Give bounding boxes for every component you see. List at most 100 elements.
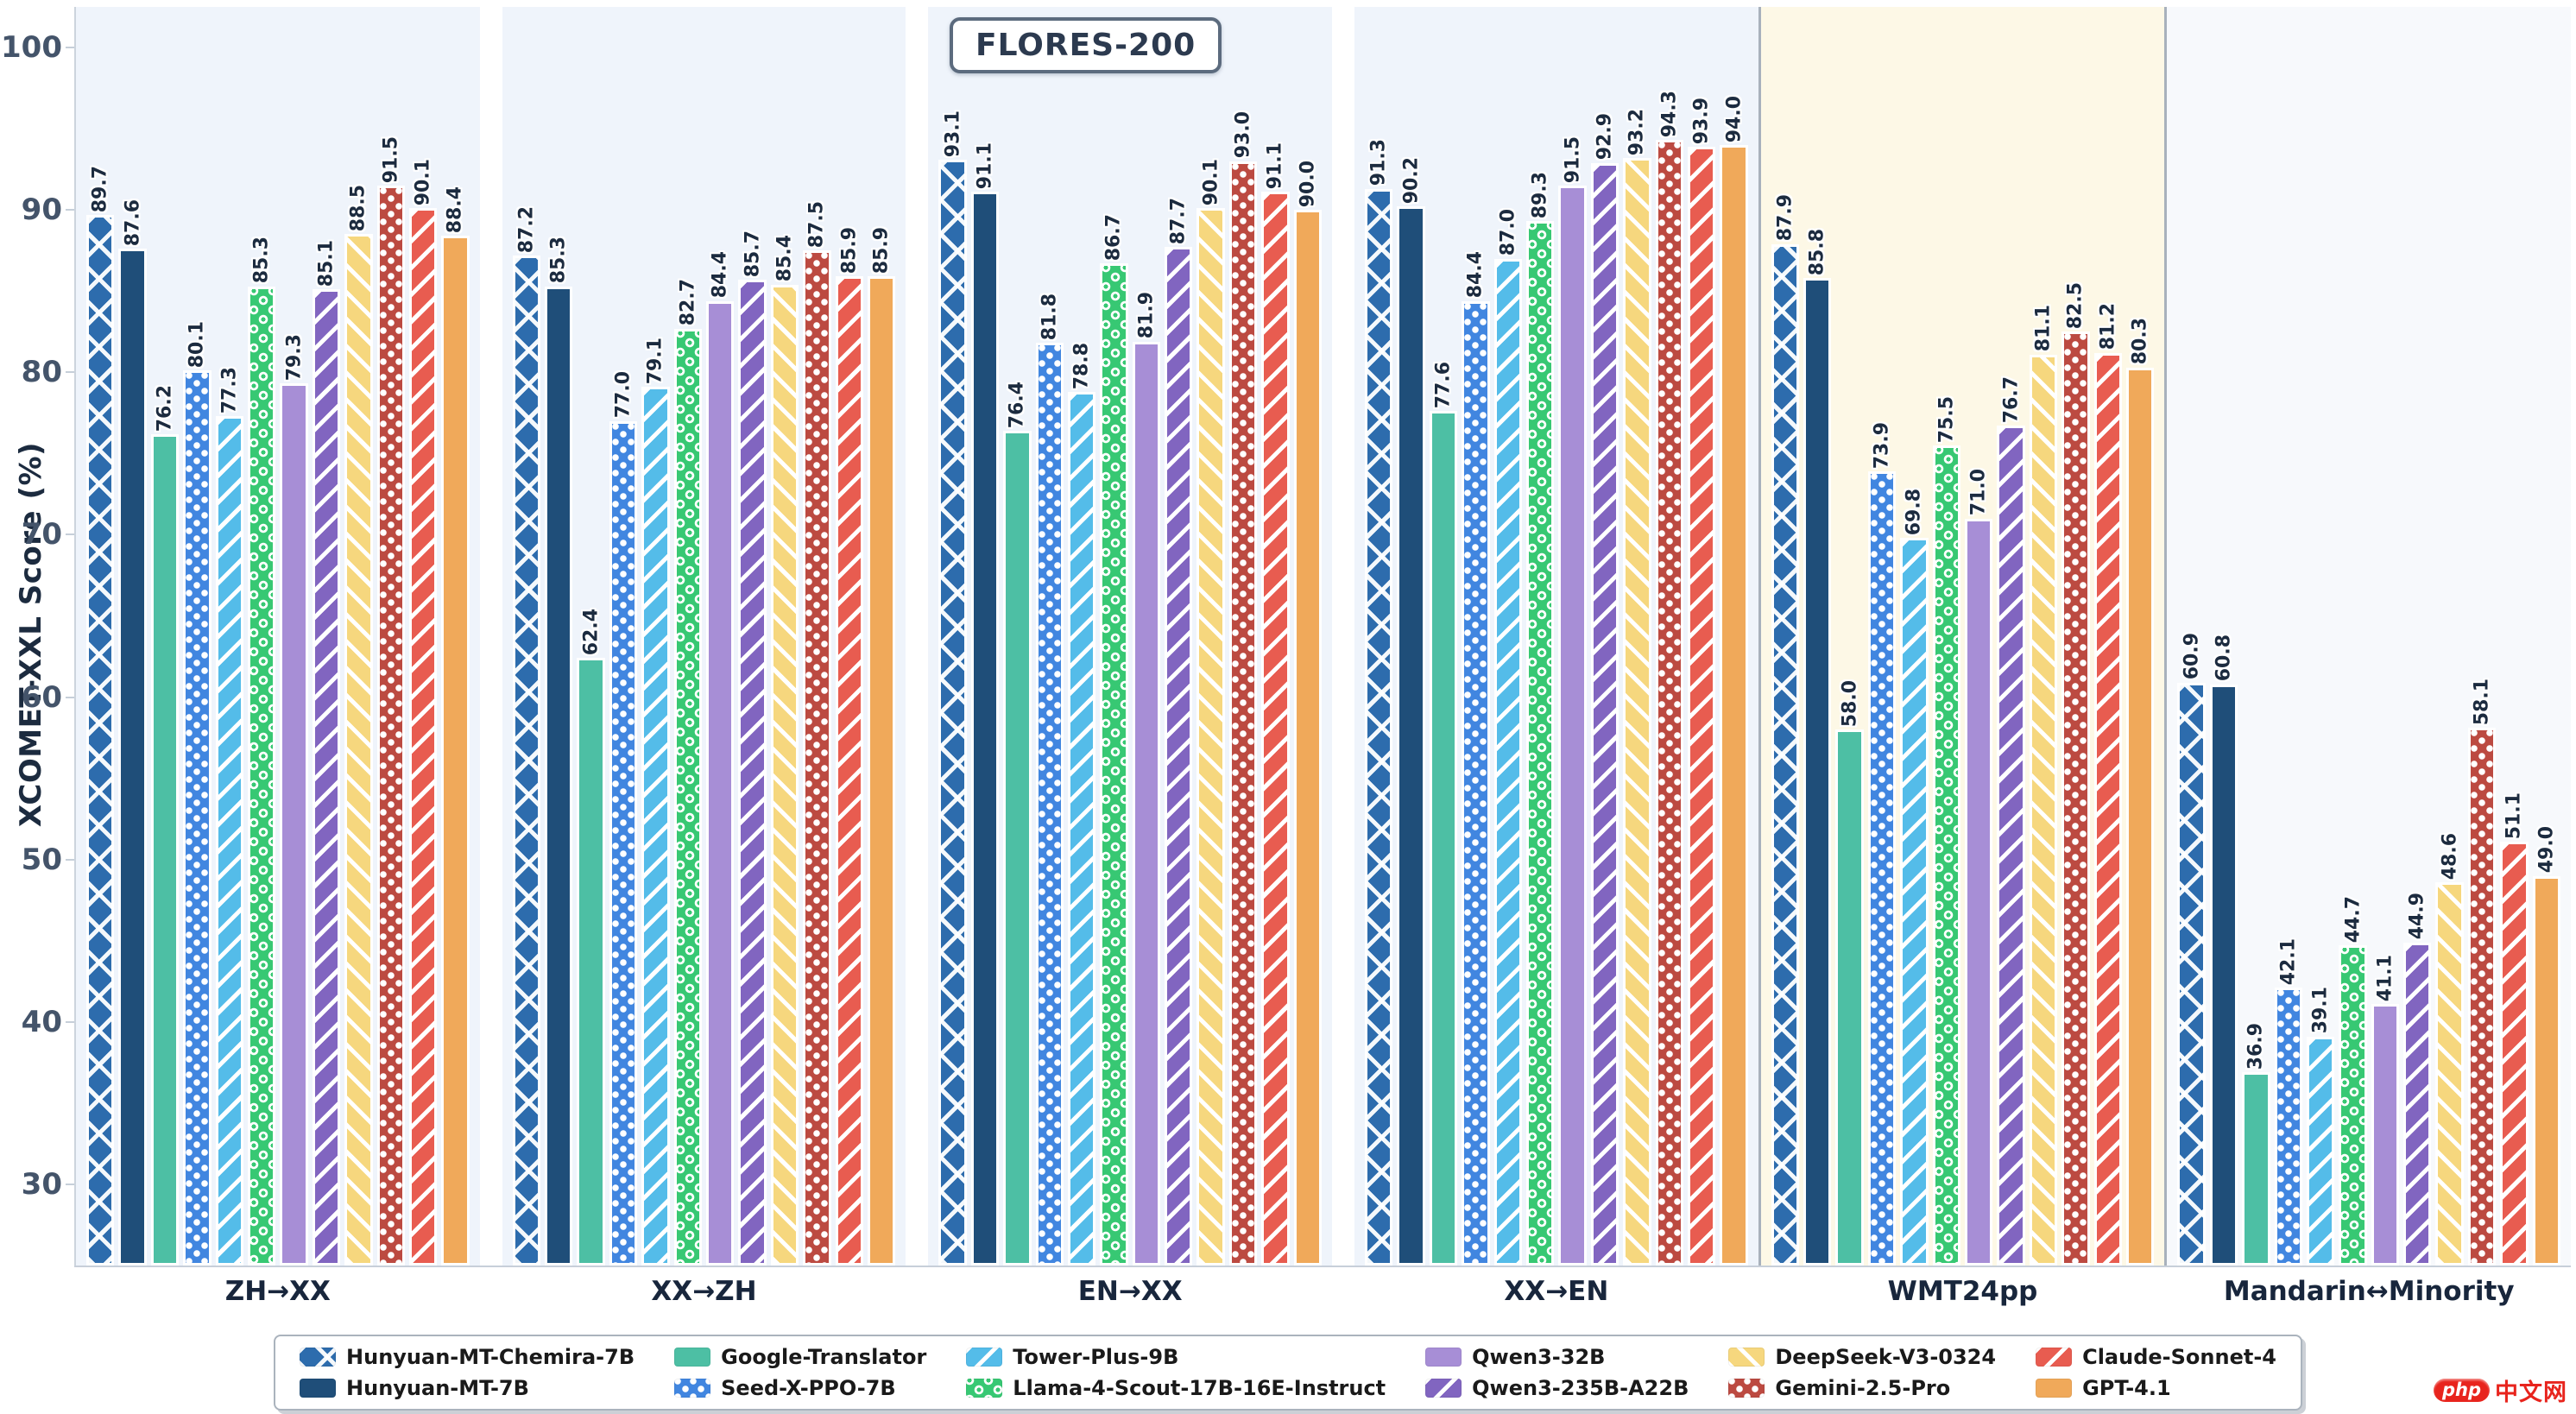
bar-value-label: 85.9 [870, 227, 893, 275]
bar: 69.8 [1900, 489, 1929, 1266]
bar-value-label: 90.2 [1400, 157, 1423, 205]
bar-value-label: 76.7 [2000, 376, 2023, 424]
watermark-logo: php [2433, 1379, 2490, 1402]
y-tick-mark [66, 47, 76, 49]
legend-label: Gemini-2.5-Pro [1775, 1376, 1951, 1400]
legend-item: Qwen3-235B-A22B [1425, 1376, 1689, 1400]
bar-value-label: 90.1 [412, 159, 434, 206]
band-gap [906, 7, 929, 1266]
legend-label: Tower-Plus-9B [1013, 1345, 1179, 1369]
bar: 48.6 [2435, 833, 2464, 1266]
bar-value-label: 85.8 [1806, 228, 1828, 276]
bar: 79.1 [641, 338, 670, 1266]
bar: 76.2 [150, 385, 180, 1266]
bar-value-label: 85.3 [250, 237, 273, 284]
bar: 84.4 [706, 251, 735, 1266]
bar: 91.3 [1365, 139, 1393, 1266]
y-tick-label: 50 [21, 842, 62, 877]
bar-value-label: 71.0 [1967, 469, 1990, 516]
y-tick-mark [66, 533, 76, 536]
legend-swatch-diag-icon [966, 1348, 1003, 1367]
legend-swatch-solid-icon [1425, 1348, 1462, 1367]
bar: 87.7 [1165, 198, 1193, 1266]
bar-value-label: 87.6 [122, 199, 144, 247]
bar: 87.2 [512, 206, 541, 1266]
bar-value-label: 79.1 [644, 337, 666, 385]
bar: 82.5 [2061, 282, 2090, 1266]
y-tick-mark [66, 209, 76, 211]
bar-value-label: 93.1 [942, 110, 964, 157]
plot-area: 30 40 50 60 70 80 90 100 89.7 87.6 76.2 80.1 77.3 85… [1, 7, 2572, 1307]
legend-label: Google-Translator [721, 1345, 927, 1369]
bar: 79.3 [280, 334, 308, 1266]
group-band-1: 89.7 87.6 76.2 80.1 77.3 85.3 79.3 85.1 88.5 91.5… [76, 7, 480, 1307]
x-category-label: XX→EN [1504, 1276, 1609, 1307]
bar: 58.1 [2467, 679, 2497, 1266]
bar-value-label: 91.5 [1562, 136, 1584, 183]
watermark-text: 中文网 [2495, 1379, 2567, 1406]
bar-value-label: 87.2 [515, 205, 538, 253]
bar-value-label: 73.9 [1871, 421, 1893, 470]
y-axis-title: XCOMET-XXL Score (%) [14, 441, 48, 828]
x-category-label: WMT24pp [1887, 1276, 2038, 1307]
legend-item: DeepSeek-V3-0324 [1728, 1345, 1996, 1369]
bands-layer: 89.7 87.6 76.2 80.1 77.3 85.3 79.3 85.1 88.5 91.5… [76, 7, 2572, 1307]
bar: 49.0 [2532, 826, 2561, 1266]
y-tick-label: 40 [21, 1004, 62, 1039]
bar: 94.3 [1655, 91, 1683, 1266]
legend: Hunyuan-MT-Chemira-7B Hunyuan-MT-7B Google… [274, 1335, 2302, 1411]
bar: 58.0 [1835, 680, 1864, 1266]
legend-swatch-dots-icon [674, 1379, 711, 1398]
bar: 87.6 [118, 199, 147, 1266]
bar-value-label: 80.3 [2129, 318, 2151, 365]
y-tick-mark [66, 1020, 76, 1023]
bar-value-label: 93.0 [1232, 111, 1254, 159]
legend-item: GPT-4.1 [2036, 1376, 2276, 1400]
bar-value-label: 87.5 [805, 200, 828, 249]
bar-value-label: 91.3 [1367, 139, 1390, 186]
bar-value-label: 85.1 [315, 240, 338, 287]
bar-value-label: 42.1 [2277, 938, 2300, 986]
bar-value-label: 86.7 [1102, 213, 1125, 262]
legend-label: Claude-Sonnet-4 [2082, 1345, 2276, 1369]
legend-swatch-solid-icon [674, 1348, 711, 1367]
legend-swatch-solid-icon [300, 1379, 337, 1398]
bar-value-label: 60.8 [2213, 634, 2235, 682]
legend-swatch-crosshatch-icon [300, 1348, 337, 1367]
bar: 89.7 [86, 166, 115, 1266]
bar: 81.9 [1132, 292, 1161, 1266]
bar-value-label: 79.3 [283, 334, 306, 382]
bar: 85.1 [312, 240, 341, 1266]
legend-label: Hunyuan-MT-7B [346, 1376, 529, 1400]
bar-value-label: 88.4 [444, 186, 466, 234]
y-tick-label: 70 [21, 517, 62, 552]
bar: 88.5 [344, 185, 373, 1266]
bar-value-label: 77.0 [612, 371, 635, 419]
bar-value-label: 85.9 [838, 227, 861, 275]
bar-value-label: 93.2 [1626, 108, 1648, 155]
bar-value-label: 81.2 [2097, 303, 2119, 350]
bar-value-label: 58.1 [2471, 679, 2493, 726]
bar: 93.2 [1623, 109, 1651, 1266]
bar: 85.3 [545, 237, 573, 1266]
bar: 81.8 [1035, 294, 1064, 1266]
y-tick-label: 100 [1, 30, 62, 66]
group-band-2: 87.2 85.3 62.4 77.0 79.1 82.7 84.4 85.7 85.4 87.5… [502, 7, 906, 1307]
bar-value-label: 91.1 [1264, 142, 1286, 190]
bar: 89.3 [1525, 172, 1555, 1266]
bar-value-label: 51.1 [2503, 792, 2525, 839]
bar: 85.7 [738, 230, 767, 1266]
legend-swatch-rdiag-icon [1728, 1348, 1765, 1367]
bar: 90.0 [1293, 161, 1323, 1266]
legend-item: Gemini-2.5-Pro [1728, 1376, 1996, 1400]
bar: 90.1 [1196, 159, 1225, 1266]
bar-value-label: 48.6 [2439, 832, 2461, 881]
bar: 51.1 [2500, 792, 2529, 1266]
bar-value-label: 81.8 [1039, 294, 1061, 341]
group-band-5: 87.9 85.8 58.0 73.9 69.8 75.5 71.0 76.7 81.1 82.5… [1758, 7, 2168, 1307]
legend-label: Hunyuan-MT-Chemira-7B [346, 1345, 635, 1369]
bar: 82.7 [673, 279, 703, 1266]
bar: 42.1 [2274, 938, 2302, 1266]
bar: 41.1 [2371, 955, 2400, 1266]
